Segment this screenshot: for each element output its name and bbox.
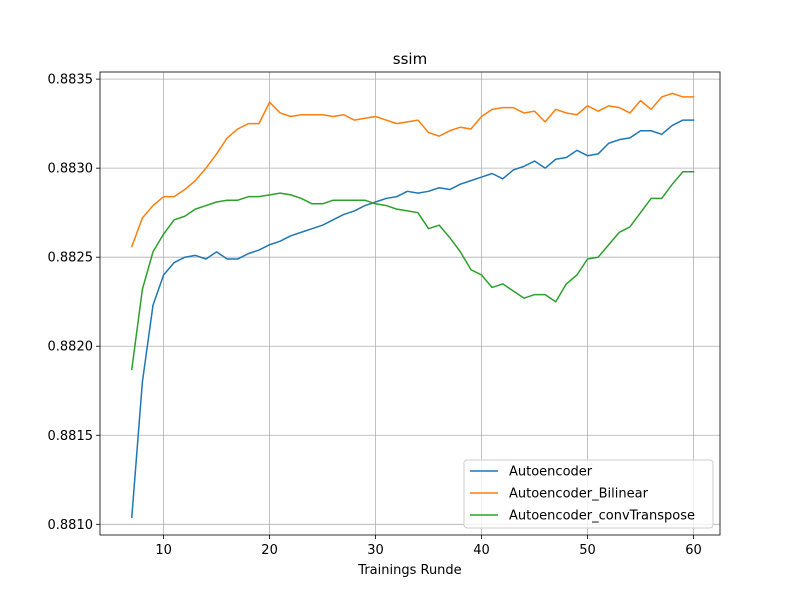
- y-tick-label: 0.8825: [48, 251, 94, 266]
- legend-frame: [463, 459, 714, 529]
- plot-area: [100, 72, 720, 535]
- x-axis-label: Trainings Runde: [357, 563, 461, 578]
- y-axis: 0.8810 0.8815 0.8820 0.8825 0.8830 0.8835: [48, 73, 100, 533]
- chart-title: ssim: [393, 50, 427, 68]
- x-axis: 10 20 30 40 50 60: [155, 535, 702, 558]
- x-tick-label: 10: [155, 543, 172, 558]
- series-line-1: [130, 92, 695, 248]
- series-layer: [130, 92, 695, 518]
- series-line-2: [130, 170, 695, 371]
- x-tick-label: 20: [261, 543, 278, 558]
- x-tick-label: 30: [367, 543, 384, 558]
- plot-frame: [99, 71, 721, 536]
- legend-label: Autoencoder_Bilinear: [509, 487, 649, 502]
- y-tick-label: 0.8810: [48, 518, 94, 533]
- x-tick-label: 40: [473, 543, 490, 558]
- y-tick-label: 0.8815: [48, 429, 94, 444]
- x-tick-label: 50: [579, 543, 596, 558]
- legend-label: Autoencoder_convTranspose: [509, 509, 695, 524]
- legend-label: Autoencoder: [509, 465, 593, 480]
- x-tick-label: 60: [685, 543, 702, 558]
- y-tick-label: 0.8830: [48, 162, 94, 177]
- series-line-0: [130, 119, 695, 518]
- y-tick-label: 0.8820: [48, 340, 94, 355]
- legend: Autoencoder Autoencoder_Bilinear Autoencod…: [463, 459, 714, 529]
- x-grid: [163, 72, 694, 535]
- y-tick-label: 0.8835: [48, 73, 94, 88]
